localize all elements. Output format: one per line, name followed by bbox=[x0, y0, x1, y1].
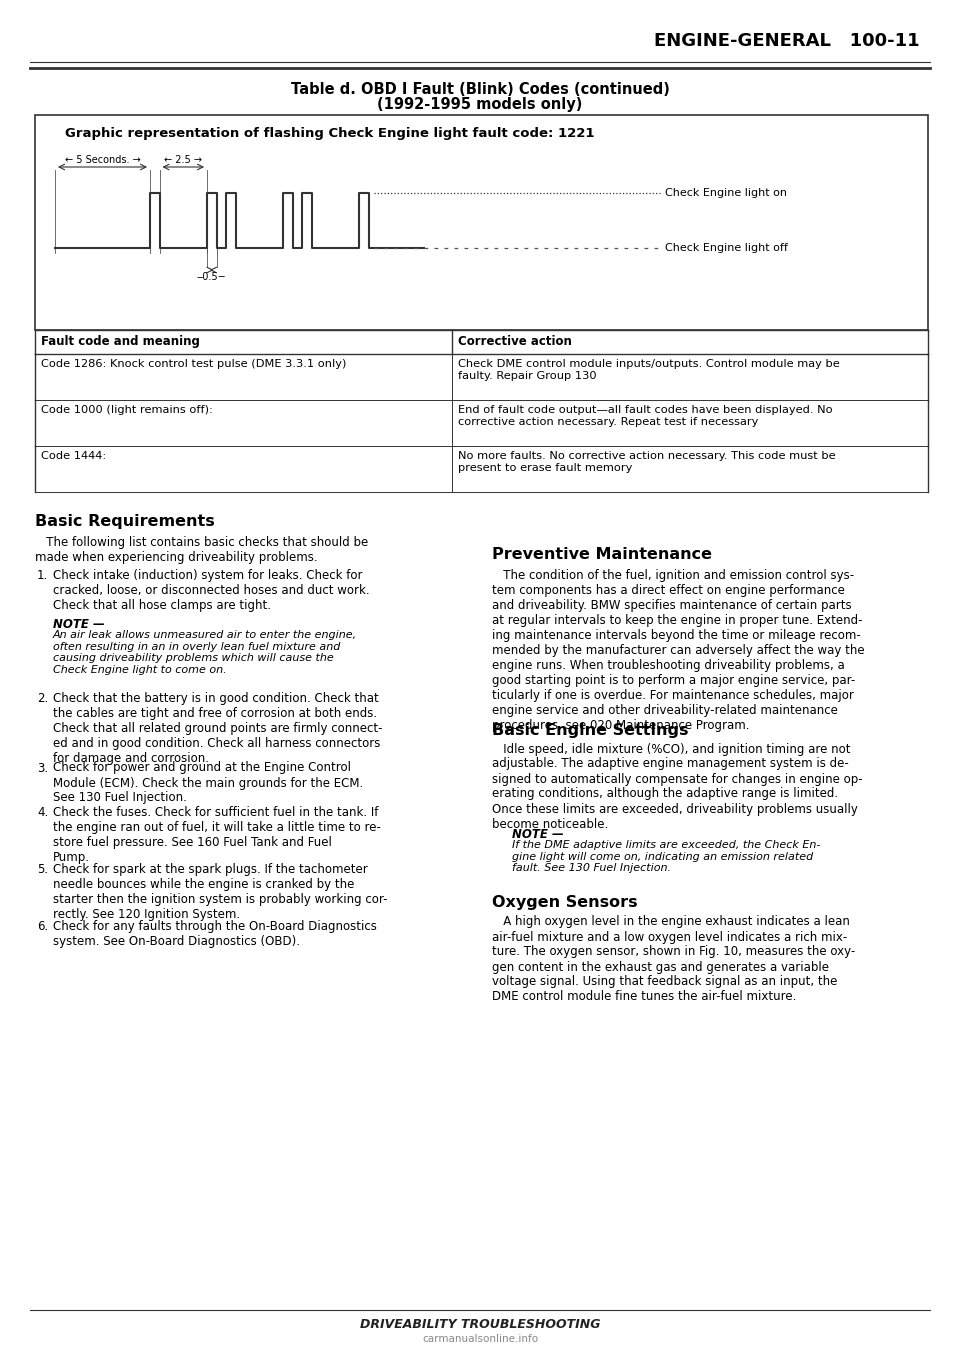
Text: NOTE —: NOTE — bbox=[512, 828, 564, 840]
Text: Code 1000 (light remains off):: Code 1000 (light remains off): bbox=[41, 404, 213, 415]
Text: The following list contains basic checks that should be
made when experiencing d: The following list contains basic checks… bbox=[35, 536, 369, 565]
Text: Table d. OBD I Fault (Blink) Codes (continued): Table d. OBD I Fault (Blink) Codes (cont… bbox=[291, 81, 669, 96]
Text: Code 1286: Knock control test pulse (DME 3.3.1 only): Code 1286: Knock control test pulse (DME… bbox=[41, 360, 347, 369]
Text: Check the fuses. Check for sufficient fuel in the tank. If
the engine ran out of: Check the fuses. Check for sufficient fu… bbox=[53, 806, 381, 864]
Text: If the DME adaptive limits are exceeded, the Check En-
gine light will come on, : If the DME adaptive limits are exceeded,… bbox=[512, 840, 821, 873]
Text: ‒0.5−: ‒0.5− bbox=[197, 271, 227, 282]
Text: ← 5 Seconds. →: ← 5 Seconds. → bbox=[64, 155, 140, 166]
Text: Preventive Maintenance: Preventive Maintenance bbox=[492, 547, 712, 562]
Text: Check for spark at the spark plugs. If the tachometer
needle bounces while the e: Check for spark at the spark plugs. If t… bbox=[53, 863, 388, 921]
Text: Basic Requirements: Basic Requirements bbox=[35, 514, 215, 529]
Text: The condition of the fuel, ignition and emission control sys-
tem components has: The condition of the fuel, ignition and … bbox=[492, 569, 865, 731]
Text: Check DME control module inputs/outputs. Control module may be
faulty. Repair Gr: Check DME control module inputs/outputs.… bbox=[458, 360, 840, 380]
Bar bbox=[35, 115, 928, 330]
Text: Check intake (induction) system for leaks. Check for
cracked, loose, or disconne: Check intake (induction) system for leak… bbox=[53, 569, 370, 612]
Text: Idle speed, idle mixture (%CO), and ignition timing are not
adjustable. The adap: Idle speed, idle mixture (%CO), and igni… bbox=[492, 742, 863, 830]
Text: 1.: 1. bbox=[37, 569, 48, 582]
Text: End of fault code output—all fault codes have been displayed. No
corrective acti: End of fault code output—all fault codes… bbox=[458, 404, 832, 426]
Text: Graphic representation of flashing Check Engine light fault code: 1221: Graphic representation of flashing Check… bbox=[65, 128, 594, 140]
Text: Check that the battery is in good condition. Check that
the cables are tight and: Check that the battery is in good condit… bbox=[53, 692, 382, 765]
Text: ← 2.5 →: ← 2.5 → bbox=[164, 155, 203, 166]
Text: 2.: 2. bbox=[37, 692, 48, 706]
Text: Check Engine light on: Check Engine light on bbox=[665, 189, 787, 198]
Text: NOTE —: NOTE — bbox=[53, 617, 105, 631]
Text: 6.: 6. bbox=[37, 920, 48, 934]
Text: Code 1444:: Code 1444: bbox=[41, 451, 107, 461]
Text: No more faults. No corrective action necessary. This code must be
present to era: No more faults. No corrective action nec… bbox=[458, 451, 835, 472]
Text: Oxygen Sensors: Oxygen Sensors bbox=[492, 896, 637, 911]
Text: Check for power and ground at the Engine Control
Module (ECM). Check the main gr: Check for power and ground at the Engine… bbox=[53, 761, 363, 805]
Text: Fault code and meaning: Fault code and meaning bbox=[41, 335, 200, 347]
Text: A high oxygen level in the engine exhaust indicates a lean
air-fuel mixture and : A high oxygen level in the engine exhaus… bbox=[492, 916, 855, 1003]
Text: Corrective action: Corrective action bbox=[458, 335, 572, 347]
Text: Check Engine light off: Check Engine light off bbox=[665, 243, 788, 252]
Text: carmanualsonline.info: carmanualsonline.info bbox=[422, 1334, 538, 1343]
Text: 4.: 4. bbox=[37, 806, 48, 820]
Text: Check for any faults through the On-Board Diagnostics
system. See On-Board Diagn: Check for any faults through the On-Boar… bbox=[53, 920, 377, 949]
Text: 5.: 5. bbox=[37, 863, 48, 877]
Text: (1992-1995 models only): (1992-1995 models only) bbox=[377, 96, 583, 113]
Text: DRIVEABILITY TROUBLESHOOTING: DRIVEABILITY TROUBLESHOOTING bbox=[360, 1318, 600, 1331]
Text: An air leak allows unmeasured air to enter the engine,
often resulting in an in : An air leak allows unmeasured air to ent… bbox=[53, 630, 357, 674]
Text: Basic Engine Settings: Basic Engine Settings bbox=[492, 722, 688, 737]
Text: 3.: 3. bbox=[37, 761, 48, 775]
Text: ENGINE-GENERAL   100-11: ENGINE-GENERAL 100-11 bbox=[655, 33, 920, 50]
